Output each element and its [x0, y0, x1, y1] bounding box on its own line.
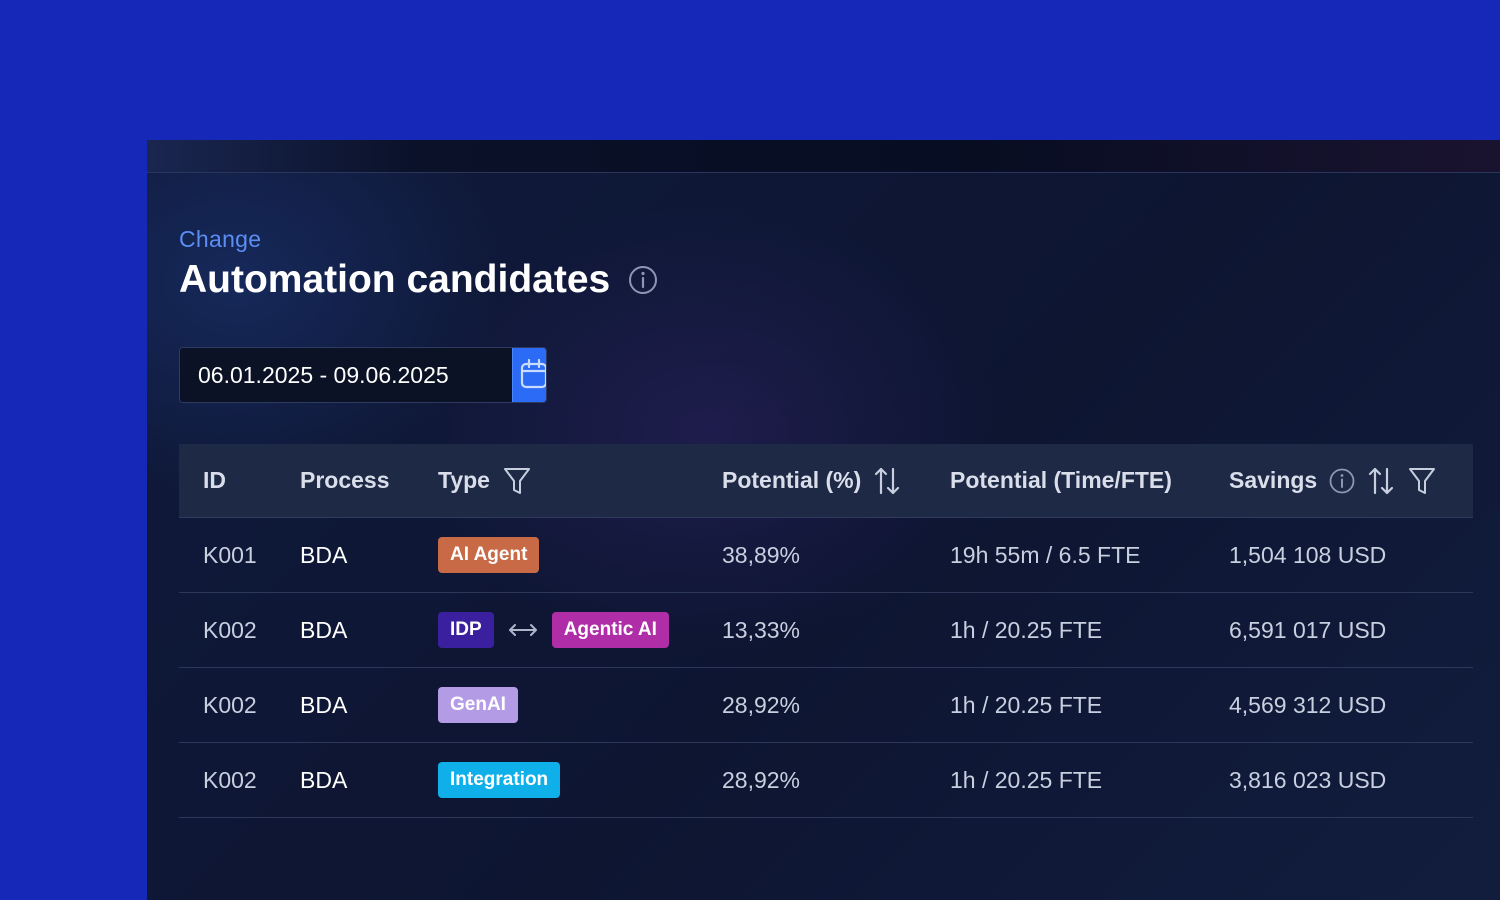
cell-potential-pct: 13,33%	[722, 616, 801, 643]
cell-id: K002	[203, 766, 257, 793]
filter-icon[interactable]	[1407, 466, 1437, 496]
date-range-picker	[179, 347, 547, 403]
info-icon[interactable]	[628, 265, 658, 295]
breadcrumb[interactable]: Change	[179, 226, 262, 252]
cell-process: BDA	[300, 691, 348, 718]
table-row[interactable]: K002 BDA GenAI 28,92% 1h / 20.25 FTE 4,5…	[179, 668, 1473, 743]
table-row[interactable]: K002 BDA IDP Agentic AI 13,33% 1h / 20.2…	[179, 593, 1473, 668]
type-badge[interactable]: GenAI	[438, 687, 518, 723]
sort-icon[interactable]	[873, 466, 901, 496]
column-label: Process	[300, 467, 390, 493]
table-row[interactable]: K002 BDA Integration 28,92% 1h / 20.25 F…	[179, 743, 1473, 818]
type-badge[interactable]: Integration	[438, 762, 561, 798]
column-header-savings: Savings	[1229, 466, 1437, 496]
column-header-id[interactable]: ID	[203, 467, 226, 494]
sort-icon[interactable]	[1367, 466, 1395, 496]
column-label: Potential (%)	[722, 467, 862, 493]
double-arrow-icon	[507, 620, 539, 640]
table-row[interactable]: K001 BDA AI Agent 38,89% 19h 55m / 6.5 F…	[179, 518, 1473, 593]
page-title-wrap: Automation candidates	[179, 258, 658, 302]
type-badge[interactable]: Agentic AI	[551, 612, 669, 648]
candidates-table: ID Process Type Potential (%) Potential …	[179, 444, 1473, 818]
column-label: Type	[438, 467, 490, 493]
type-badge[interactable]: AI Agent	[438, 537, 540, 573]
cell-potential-time: 19h 55m / 6.5 FTE	[950, 541, 1141, 568]
column-header-type: Type	[438, 466, 532, 496]
calendar-icon	[519, 358, 546, 393]
cell-savings: 4,569 312 USD	[1229, 691, 1387, 718]
table-header: ID Process Type Potential (%) Potential …	[179, 444, 1473, 518]
cell-potential-time: 1h / 20.25 FTE	[950, 616, 1103, 643]
cell-type: GenAI	[438, 687, 518, 723]
cell-type: AI Agent	[438, 537, 540, 573]
column-label: Potential (Time/FTE)	[950, 467, 1172, 493]
cell-potential-time: 1h / 20.25 FTE	[950, 766, 1103, 793]
cell-type: IDP Agentic AI	[438, 612, 669, 648]
column-label: ID	[203, 467, 226, 493]
date-range-input[interactable]	[180, 348, 512, 402]
cell-process: BDA	[300, 616, 348, 643]
cell-potential-time: 1h / 20.25 FTE	[950, 691, 1103, 718]
column-header-potential-pct: Potential (%)	[722, 466, 901, 496]
cell-process: BDA	[300, 766, 348, 793]
cell-savings: 3,816 023 USD	[1229, 766, 1387, 793]
cell-potential-pct: 28,92%	[722, 766, 801, 793]
column-header-potential-time[interactable]: Potential (Time/FTE)	[950, 467, 1172, 494]
app-window: Change Automation candidates ID Process …	[147, 140, 1500, 900]
cell-id: K001	[203, 541, 257, 568]
column-header-process[interactable]: Process	[300, 467, 390, 494]
type-badge[interactable]: IDP	[438, 612, 494, 648]
cell-potential-pct: 38,89%	[722, 541, 801, 568]
page-title: Automation candidates	[179, 258, 611, 301]
calendar-button[interactable]	[512, 348, 546, 402]
window-top-bar	[147, 140, 1500, 173]
cell-id: K002	[203, 616, 257, 643]
info-icon[interactable]	[1329, 468, 1355, 494]
cell-potential-pct: 28,92%	[722, 691, 801, 718]
cell-id: K002	[203, 691, 257, 718]
cell-type: Integration	[438, 762, 561, 798]
cell-savings: 1,504 108 USD	[1229, 541, 1387, 568]
filter-icon[interactable]	[502, 466, 532, 496]
cell-process: BDA	[300, 541, 348, 568]
column-label: Savings	[1229, 467, 1318, 493]
cell-savings: 6,591 017 USD	[1229, 616, 1387, 643]
